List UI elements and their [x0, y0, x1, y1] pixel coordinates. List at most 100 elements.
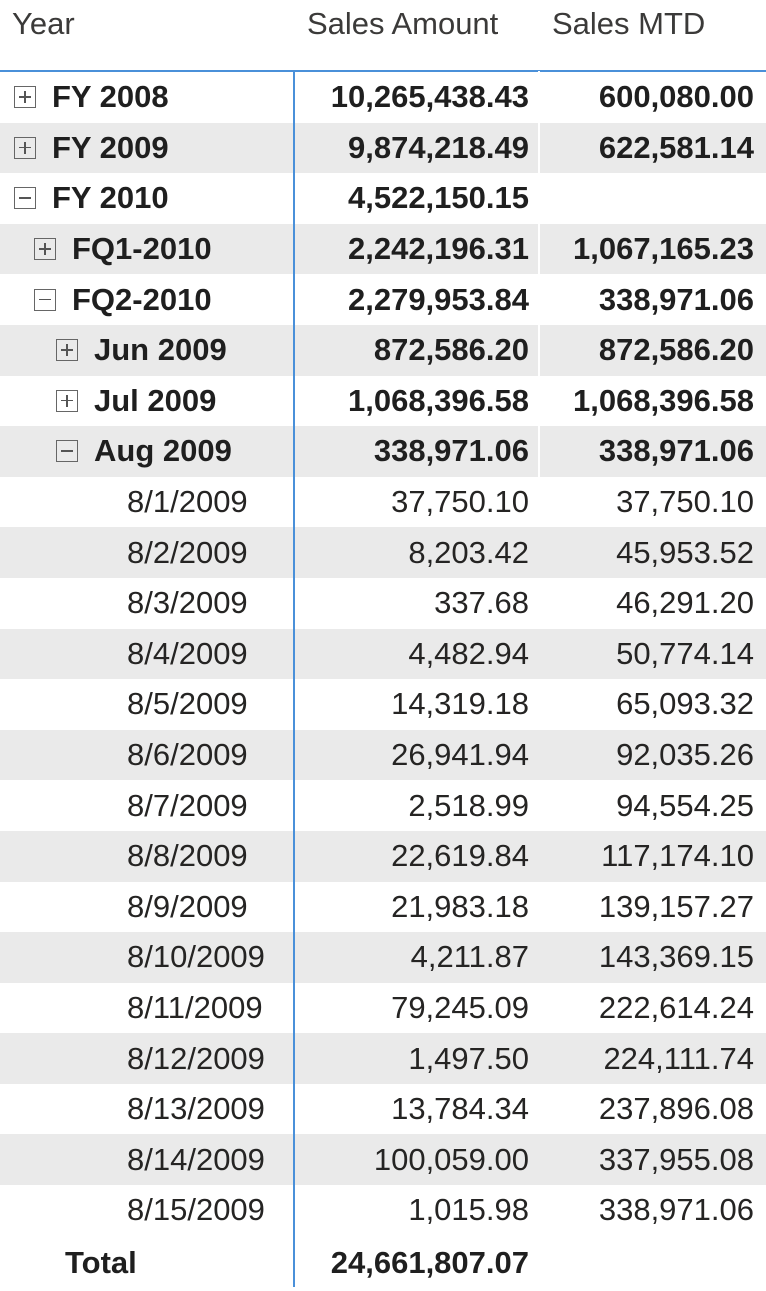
sales-amount-cell: 37,750.10: [391, 484, 529, 520]
sales-amount-cell: 4,211.87: [410, 939, 529, 975]
row-label: Aug 2009: [94, 433, 232, 469]
row-label: 8/5/2009: [127, 686, 248, 722]
sales-amount-cell: 1,015.98: [408, 1192, 529, 1228]
table-row[interactable]: Aug 2009 338,971.06 338,971.06: [0, 426, 766, 477]
row-header-cell: 8/10/2009: [0, 932, 265, 983]
expand-icon[interactable]: [14, 136, 36, 159]
row-label: FY 2008: [52, 79, 169, 115]
table-row[interactable]: FY 2008 10,265,438.43 600,080.00: [0, 72, 766, 123]
column-header-sales-amount[interactable]: Sales Amount: [307, 6, 499, 41]
row-header-cell: 8/8/2009: [0, 831, 248, 882]
row-header-cell: FQ2-2010: [0, 274, 212, 325]
row-header-cell: 8/11/2009: [0, 983, 263, 1034]
row-header-cell: 8/1/2009: [0, 477, 248, 528]
sales-amount-cell: 1,068,396.58: [347, 382, 529, 418]
total-row: Total 24,661,807.07: [0, 1236, 766, 1291]
sales-amount-cell: 13,784.34: [391, 1091, 529, 1127]
table-row[interactable]: 8/7/2009 2,518.99 94,554.25: [0, 780, 766, 831]
row-label: FY 2009: [52, 129, 169, 165]
table-row[interactable]: 8/5/2009 14,319.18 65,093.32: [0, 679, 766, 730]
row-label: 8/2/2009: [127, 534, 248, 570]
table-row[interactable]: 8/9/2009 21,983.18 139,157.27: [0, 882, 766, 933]
table-row[interactable]: FY 2009 9,874,218.49 622,581.14: [0, 122, 766, 174]
sales-amount-cell: 872,586.20: [373, 332, 529, 368]
row-label: 8/3/2009: [127, 585, 248, 621]
table-row[interactable]: 8/6/2009 26,941.94 92,035.26: [0, 729, 766, 781]
row-header-cell: Jun 2009: [0, 325, 227, 376]
expand-icon[interactable]: [34, 238, 56, 261]
table-row[interactable]: FQ1-2010 2,242,196.31 1,067,165.23: [0, 223, 766, 275]
sales-mtd-cell: 338,971.06: [598, 433, 754, 469]
table-row[interactable]: 8/4/2009 4,482.94 50,774.14: [0, 628, 766, 680]
row-label: 8/13/2009: [127, 1091, 265, 1127]
table-row[interactable]: 8/2/2009 8,203.42 45,953.52: [0, 527, 766, 578]
sales-mtd-cell: 1,068,396.58: [572, 382, 754, 418]
expand-icon[interactable]: [56, 389, 78, 412]
row-header-cell: FY 2008: [0, 72, 169, 123]
total-label: Total: [65, 1245, 137, 1281]
table-row[interactable]: FY 2010 4,522,150.15: [0, 173, 766, 224]
sales-amount-cell: 1,497.50: [408, 1040, 529, 1076]
row-header-cell: FY 2010: [0, 173, 169, 224]
collapse-icon[interactable]: [34, 288, 56, 311]
collapse-icon[interactable]: [56, 440, 78, 463]
sales-amount-cell: 26,941.94: [391, 737, 529, 773]
sales-amount-cell: 14,319.18: [391, 686, 529, 722]
sales-mtd-cell: 92,035.26: [616, 737, 754, 773]
sales-mtd-cell: 337,955.08: [598, 1141, 754, 1177]
row-header-cell: 8/6/2009: [0, 730, 248, 781]
sales-amount-cell: 8,203.42: [408, 534, 529, 570]
collapse-icon[interactable]: [14, 187, 36, 210]
sales-mtd-cell: 222,614.24: [598, 989, 754, 1025]
table-row[interactable]: Jun 2009 872,586.20 872,586.20: [0, 324, 766, 376]
sales-amount-cell: 22,619.84: [391, 838, 529, 874]
sales-amount-cell: 2,518.99: [408, 787, 529, 823]
sales-mtd-cell: 338,971.06: [598, 281, 754, 317]
sales-amount-cell: 21,983.18: [391, 888, 529, 924]
header-divider: [0, 70, 766, 72]
table-row[interactable]: 8/14/2009 100,059.00 337,955.08: [0, 1134, 766, 1186]
sales-amount-cell: 4,522,150.15: [347, 180, 529, 216]
row-header-cell: 8/9/2009: [0, 882, 248, 933]
row-label: FY 2010: [52, 180, 169, 216]
table-row[interactable]: 8/15/2009 1,015.98 338,971.06: [0, 1185, 766, 1236]
row-label: FQ1-2010: [72, 231, 212, 267]
sales-mtd-cell: 143,369.15: [598, 939, 754, 975]
column-header-sales-mtd[interactable]: Sales MTD: [552, 6, 706, 41]
row-header-cell: 8/4/2009: [0, 629, 248, 680]
table-row[interactable]: 8/10/2009 4,211.87 143,369.15: [0, 932, 766, 983]
row-header-cell: 8/5/2009: [0, 679, 248, 730]
row-label: 8/11/2009: [127, 989, 263, 1025]
expand-icon[interactable]: [56, 339, 78, 362]
sales-amount-cell: 79,245.09: [391, 989, 529, 1025]
sales-mtd-cell: 65,093.32: [616, 686, 754, 722]
sales-mtd-cell: 117,174.10: [601, 838, 754, 874]
row-label: Jul 2009: [94, 382, 217, 418]
table-row[interactable]: Jul 2009 1,068,396.58 1,068,396.58: [0, 376, 766, 427]
table-row[interactable]: 8/12/2009 1,497.50 224,111.74: [0, 1033, 766, 1084]
row-label: 8/9/2009: [127, 888, 248, 924]
sales-amount-cell: 4,482.94: [408, 635, 529, 671]
row-header-cell: 8/14/2009: [0, 1134, 265, 1185]
row-header-cell: FY 2009: [0, 123, 169, 174]
row-label: 8/12/2009: [127, 1040, 265, 1076]
column-header-year[interactable]: Year: [12, 6, 75, 41]
row-label: 8/1/2009: [127, 484, 248, 520]
sales-mtd-cell: 872,586.20: [598, 332, 754, 368]
sales-mtd-cell: 622,581.14: [598, 129, 754, 165]
row-label: FQ2-2010: [72, 281, 212, 317]
table-row[interactable]: 8/11/2009 79,245.09 222,614.24: [0, 983, 766, 1034]
expand-icon[interactable]: [14, 86, 36, 109]
sales-amount-cell: 338,971.06: [373, 433, 529, 469]
sales-mtd-cell: 46,291.20: [616, 585, 754, 621]
row-header-cell: Jul 2009: [0, 376, 216, 427]
table-row[interactable]: FQ2-2010 2,279,953.84 338,971.06: [0, 274, 766, 325]
table-row[interactable]: 8/3/2009 337.68 46,291.20: [0, 578, 766, 629]
table-row[interactable]: 8/13/2009 13,784.34 237,896.08: [0, 1084, 766, 1135]
column-separator: [538, 71, 540, 481]
sales-amount-cell: 10,265,438.43: [330, 79, 529, 115]
row-header-cell: 8/7/2009: [0, 780, 248, 831]
table-row[interactable]: 8/8/2009 22,619.84 117,174.10: [0, 830, 766, 882]
row-label: 8/15/2009: [127, 1192, 265, 1228]
table-row[interactable]: 8/1/2009 37,750.10 37,750.10: [0, 477, 766, 528]
